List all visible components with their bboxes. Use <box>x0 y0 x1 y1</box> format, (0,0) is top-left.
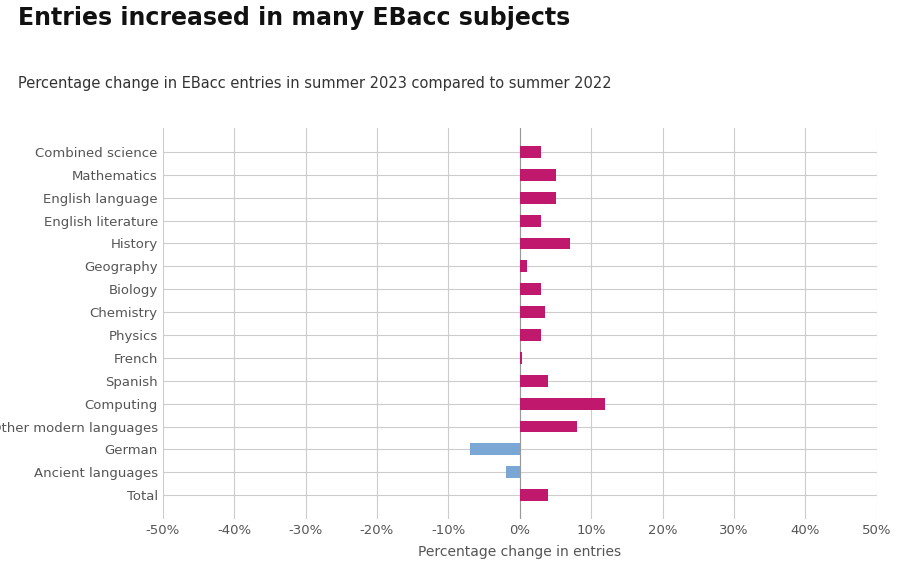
Text: Percentage change in EBacc entries in summer 2023 compared to summer 2022: Percentage change in EBacc entries in su… <box>18 76 611 91</box>
Bar <box>519 329 541 341</box>
Bar <box>519 375 548 387</box>
Bar <box>519 146 541 158</box>
Bar <box>519 398 605 410</box>
Bar <box>519 169 554 181</box>
Bar <box>519 283 541 295</box>
Bar <box>519 352 521 364</box>
Bar <box>519 306 545 318</box>
Bar <box>519 489 548 501</box>
Bar <box>505 466 519 478</box>
Bar <box>470 444 519 455</box>
Bar <box>519 237 569 250</box>
Text: Entries increased in many EBacc subjects: Entries increased in many EBacc subjects <box>18 6 570 30</box>
X-axis label: Percentage change in entries: Percentage change in entries <box>418 545 620 559</box>
Bar <box>519 192 554 203</box>
Bar <box>519 261 526 272</box>
Bar <box>519 215 541 227</box>
Bar <box>519 420 576 433</box>
